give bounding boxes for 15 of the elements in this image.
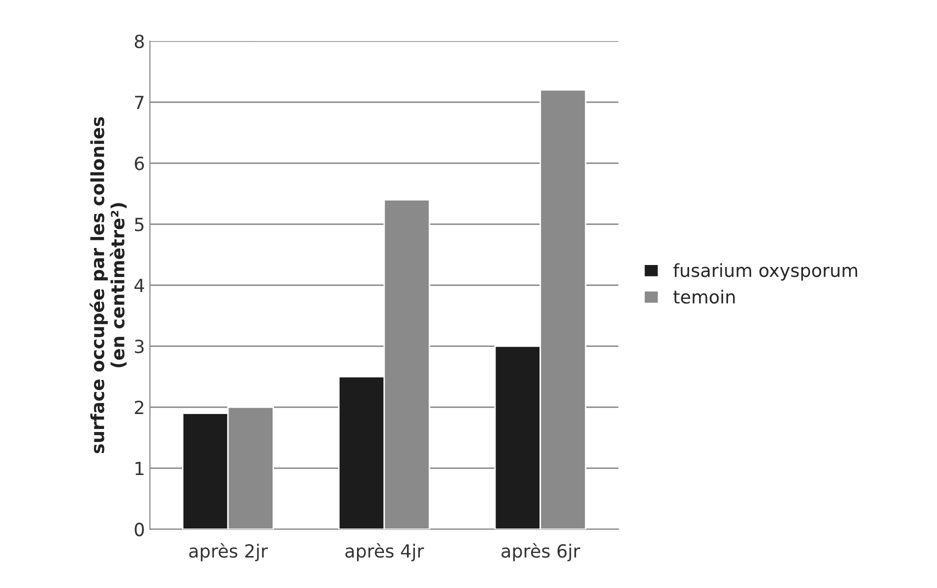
y-tick-label: 2 (134, 400, 144, 414)
x-tick-label: après 4jr (345, 543, 424, 562)
y-tick-label: 1 (136, 462, 144, 476)
y-tick-label: 4 (134, 278, 144, 292)
y-tick-label: 5 (134, 218, 144, 232)
y-tick-label: 8 (134, 34, 144, 48)
y-tick-label: 0 (134, 522, 144, 536)
x-tick-label: après 2jr (189, 543, 268, 562)
x-tick-label: après 6jr (502, 543, 580, 562)
y-tick-label: 3 (134, 340, 144, 354)
y-axis-title: surface occupée par les collonies (en centimètre²) (90, 117, 127, 454)
y-tick-label: 7 (135, 96, 144, 110)
legend-label: temoin (673, 290, 735, 304)
legend-label: fusarium oxysporum (673, 263, 858, 281)
y-tick-label: 6 (134, 156, 144, 170)
